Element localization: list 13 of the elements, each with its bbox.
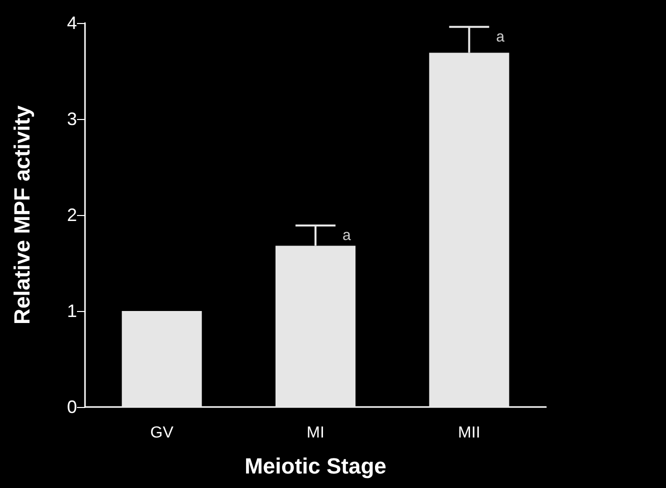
annotation: a (496, 28, 506, 46)
y-tick-label: 2 (66, 205, 77, 225)
bar (122, 311, 202, 407)
annotation: a (342, 227, 352, 244)
x-tick-label: MI (306, 424, 324, 442)
x-tick-label: GV (150, 424, 174, 442)
y-axis-title: Relative MPF activity (10, 104, 34, 324)
y-tick-label: 3 (66, 109, 77, 129)
y-tick-label: 0 (66, 397, 77, 417)
y-tick-label: 1 (66, 301, 77, 321)
y-tick-label: 4 (66, 13, 77, 33)
x-tick-label: MII (458, 424, 480, 442)
x-axis-title: Meiotic Stage (244, 454, 386, 478)
